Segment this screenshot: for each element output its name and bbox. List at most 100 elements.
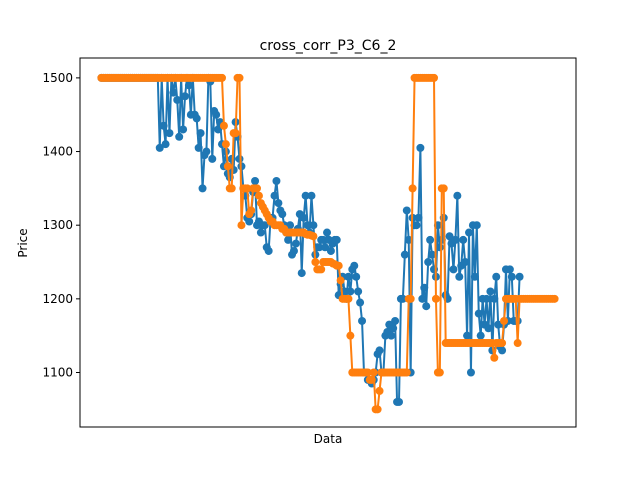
series-1-point bbox=[414, 213, 423, 222]
series-2 bbox=[97, 73, 559, 414]
series-1-point bbox=[264, 246, 273, 255]
series-1-point bbox=[470, 272, 479, 281]
series-1-point bbox=[165, 129, 174, 138]
series-1-point bbox=[323, 228, 332, 237]
series-1-point bbox=[169, 88, 178, 97]
series-1-point bbox=[175, 132, 184, 141]
series-2-point bbox=[435, 368, 444, 377]
y-tick-label: 1100 bbox=[42, 365, 73, 379]
series-layer bbox=[97, 73, 559, 414]
series-1-point bbox=[420, 283, 429, 292]
series-1-point bbox=[494, 320, 503, 329]
series-1-point bbox=[235, 154, 244, 163]
series-1-point bbox=[358, 316, 367, 325]
series-1-point bbox=[449, 265, 458, 274]
series-1-point bbox=[284, 235, 293, 244]
plot-frame bbox=[79, 57, 577, 428]
series-2-point bbox=[406, 294, 415, 303]
chart-title: cross_corr_P3_C6_2 bbox=[260, 38, 397, 54]
series-2-point bbox=[227, 184, 236, 193]
series-1-point bbox=[418, 294, 427, 303]
series-1-point bbox=[194, 143, 203, 152]
series-1-point bbox=[196, 129, 205, 138]
series-2-point bbox=[369, 368, 378, 377]
series-2-point bbox=[254, 191, 263, 200]
x-axis-label: Data bbox=[314, 432, 343, 446]
series-1-point bbox=[426, 235, 435, 244]
series-1-point bbox=[424, 258, 433, 267]
series-1-point bbox=[492, 272, 501, 281]
series-2-point bbox=[311, 258, 320, 267]
series-2-point bbox=[219, 121, 228, 130]
series-1-point bbox=[428, 250, 437, 259]
series-2-point bbox=[336, 276, 345, 285]
series-2-point bbox=[500, 316, 509, 325]
series-1-point bbox=[465, 228, 474, 237]
series-2-point bbox=[247, 206, 256, 215]
series-2-point bbox=[243, 184, 252, 193]
series-1-point bbox=[272, 177, 281, 185]
series-1-point bbox=[451, 235, 460, 244]
series-1-point bbox=[299, 213, 308, 222]
series-1-point bbox=[389, 324, 398, 333]
series-1-point bbox=[453, 191, 462, 200]
series-1-point bbox=[344, 272, 353, 281]
series-1-point bbox=[286, 221, 295, 230]
series-1-point bbox=[291, 239, 300, 248]
series-1-point bbox=[482, 294, 491, 303]
series-1-point bbox=[315, 243, 324, 252]
series-1-point bbox=[490, 294, 499, 303]
series-2-point bbox=[334, 261, 343, 270]
series-1-point bbox=[459, 235, 468, 244]
series-2-point bbox=[309, 232, 318, 241]
series-2-point bbox=[317, 265, 326, 274]
series-1-point bbox=[307, 191, 316, 200]
series-1-point bbox=[472, 221, 481, 230]
series-1-point bbox=[332, 235, 341, 244]
series-1-point bbox=[398, 294, 407, 303]
series-1-point bbox=[179, 125, 188, 134]
y-tick-label: 1500 bbox=[42, 71, 73, 85]
series-2-point bbox=[375, 386, 384, 395]
series-1-point bbox=[507, 272, 516, 281]
series-1-point bbox=[301, 191, 310, 200]
series-1-point bbox=[466, 368, 475, 377]
series-1-point bbox=[463, 331, 472, 340]
y-tick-label: 1200 bbox=[42, 292, 73, 306]
series-1-point bbox=[260, 221, 269, 230]
series-2-point bbox=[439, 184, 448, 193]
series-1-point bbox=[484, 324, 493, 333]
series-2-point bbox=[402, 368, 411, 377]
series-1-point bbox=[474, 309, 483, 318]
series-2-point bbox=[498, 339, 507, 348]
series-1-point bbox=[416, 143, 425, 152]
series-1-point bbox=[251, 177, 260, 185]
series-1-point bbox=[161, 140, 170, 149]
series-1-point bbox=[476, 331, 485, 340]
y-tick-label: 1400 bbox=[42, 145, 73, 159]
series-1-point bbox=[402, 206, 411, 215]
series-1-point bbox=[412, 221, 421, 230]
series-1-point bbox=[445, 232, 454, 241]
y-tick-label: 1300 bbox=[42, 218, 73, 232]
series-1-point bbox=[354, 287, 363, 296]
series-1-point bbox=[505, 265, 514, 274]
series-1-point bbox=[173, 95, 182, 104]
series-1-point bbox=[192, 114, 201, 123]
series-1-point bbox=[212, 110, 221, 119]
y-axis-label: Price bbox=[16, 228, 30, 257]
series-1-point bbox=[214, 125, 223, 134]
series-1-point bbox=[387, 331, 396, 340]
series-2-point bbox=[363, 368, 372, 377]
series-2-point bbox=[513, 339, 522, 348]
series-1-point bbox=[184, 81, 193, 90]
series-1-point bbox=[198, 184, 207, 193]
series-2-point bbox=[253, 184, 261, 193]
series-1-point bbox=[303, 221, 312, 230]
series-1-point bbox=[289, 246, 298, 255]
series-2-point bbox=[373, 405, 382, 414]
series-2-point bbox=[237, 221, 246, 230]
series-1-point bbox=[395, 397, 403, 406]
series-2-point bbox=[235, 73, 244, 82]
